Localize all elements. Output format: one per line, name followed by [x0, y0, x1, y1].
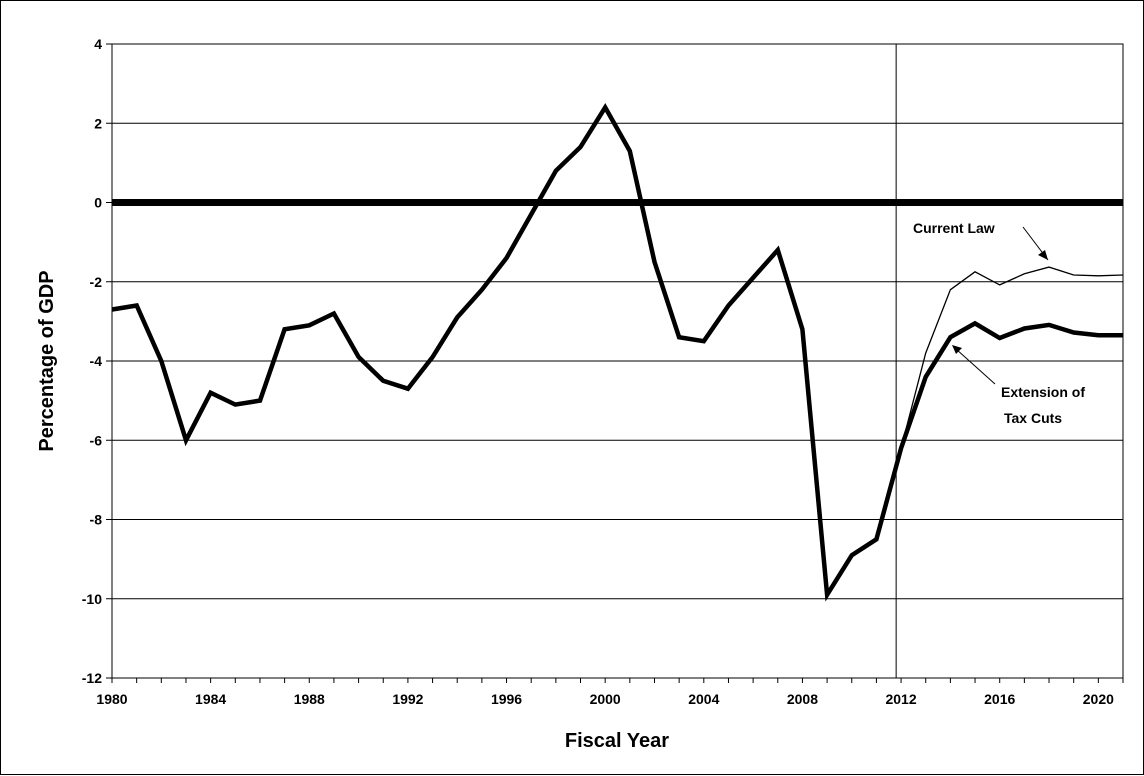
y-axis-ticks: -12 -10 -8 -6 -4 -2 0 2 4: [82, 36, 112, 686]
x-tick-label: 1984: [195, 691, 226, 707]
annotation-tax-cuts: Extension of Tax Cuts: [952, 345, 1085, 426]
x-tick-label: 1980: [96, 691, 127, 707]
x-axis-title: Fiscal Year: [565, 730, 669, 752]
annotation-tax-cuts-arrow: [955, 348, 996, 385]
series-layer: [111, 102, 1124, 602]
y-tick-label: 2: [94, 115, 102, 131]
annotation-tax-cuts-arrowhead: [952, 345, 962, 354]
y-tick-label: -10: [82, 591, 102, 607]
y-tick-label: -6: [90, 432, 103, 448]
annotation-tax-cuts-label-line1: Extension of: [1001, 384, 1085, 400]
annotation-tax-cuts-label-line2: Tax Cuts: [1004, 410, 1062, 426]
annotation-current-law-label: Current Law: [913, 220, 995, 236]
y-tick-label: -4: [90, 353, 103, 369]
y-tick-label: 4: [94, 36, 102, 52]
y-tick-label: -12: [82, 670, 102, 686]
x-tick-label: 2004: [688, 691, 719, 707]
x-tick-label: 1992: [392, 691, 423, 707]
x-tick-label: 2000: [590, 691, 621, 707]
annotation-current-law-arrowhead: [1038, 250, 1048, 260]
series-line-extension-of-tax-cuts: [111, 102, 1123, 602]
x-tick-label: 2008: [787, 691, 818, 707]
y-tick-label: -2: [90, 274, 103, 290]
y-axis-title: Percentage of GDP: [36, 270, 58, 451]
annotation-current-law: Current Law: [913, 220, 1049, 261]
series-line-current-law: [875, 266, 1124, 540]
y-tick-label: 0: [94, 195, 102, 211]
x-tick-label: 2020: [1083, 691, 1114, 707]
x-tick-label: 2012: [885, 691, 916, 707]
x-tick-label: 2016: [984, 691, 1015, 707]
x-tick-label: 1988: [294, 691, 325, 707]
y-tick-label: -8: [90, 512, 103, 528]
x-tick-label: 1996: [491, 691, 522, 707]
x-axis-ticks: 1980 1984 1988 1992 1996 2000 2004 2008 2012 2016…: [96, 678, 1124, 707]
